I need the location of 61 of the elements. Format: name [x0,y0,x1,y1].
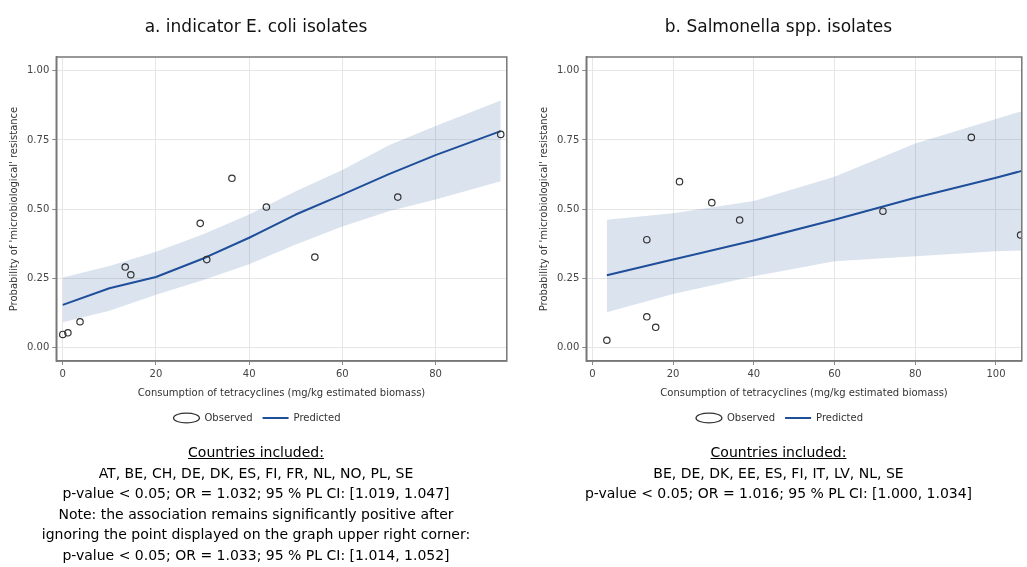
x-tick-label: 20 [149,367,163,379]
point [76,317,84,326]
point [675,177,684,186]
x-tick-label: 80 [908,367,922,379]
point [64,329,72,337]
text: p-value < 0.05; OR = 1.033; 95 % PL CI: [1.014, 1.052] [61,545,451,565]
x-tick-label: 60 [828,367,841,379]
x-axis-title: Consumption of tetracyclines (mg/kg estimated biomass) [137,386,426,398]
point [496,130,505,139]
y-tick-label: 1.00 [557,64,580,76]
point [603,336,611,345]
x-axis-title: Consumption of tetracyclines (mg/kg estimated biomass) [660,386,948,398]
y-tick-label: 0.00 [557,340,580,352]
text: Countries included: [709,443,848,462]
chart-title: b. Salmonella spp. isolates [663,16,894,36]
point [121,263,130,271]
point [651,323,660,332]
point [196,219,205,228]
x-tick-label: 40 [747,367,761,379]
text: p-value < 0.05; OR = 1.032; 95 % PL CI: [1.019, 1.047] [61,484,451,503]
point [735,216,744,224]
point [58,330,67,339]
x-tick-label: 100 [986,367,1006,379]
x-tick-label: 80 [429,367,442,379]
point [202,255,211,264]
y-tick-label: 0.25 [557,271,580,283]
point [643,235,651,244]
legend-label: Observed [204,411,253,423]
x-tick-label: 60 [335,367,349,379]
text: BE, DE, DK, EE, ES, FI, IT, LV, NL, SE [652,463,905,483]
y-tick-label: 0.75 [557,133,580,145]
text: p-value < 0.05; OR = 1.016; 95 % PL CI: [1.000, 1.034] [583,484,974,503]
x-tick-label: 40 [242,367,256,379]
y-tick-label: 0.25 [27,271,50,283]
point [643,312,651,321]
text: AT, BE, CH, DE, DK, ES, FI, FR, NL, NO, PL, SE [97,463,415,483]
point [228,174,236,183]
y-tick-label: 1.00 [27,64,50,76]
y-tick-label: 0.50 [27,202,50,214]
x-tick-label: 20 [666,367,680,379]
legend-label: Predicted [816,411,864,423]
point [311,253,319,261]
legend-label: Observed [726,411,776,423]
text: ignoring the point displayed on the graph upper right corner: [40,525,472,544]
x-tick-label: 0 [59,367,66,379]
x-tick-label: 0 [589,367,596,379]
point [127,270,135,279]
chart-title: a. indicator E. coli isolates [143,16,369,36]
text: Countries included: [187,443,325,462]
y-tick-label: 0.50 [557,202,580,214]
y-tick-label: 0.75 [27,133,50,145]
point [967,133,976,142]
text: Note: the association remains significantly positive after [57,504,455,524]
y-tick-label: 0.00 [27,340,50,352]
point [708,198,716,207]
y-axis-title: Probability of 'microbiological' resistance [537,106,549,312]
point [262,203,271,211]
point [879,207,887,216]
point [393,193,402,201]
y-axis-title: Probability of 'microbiological' resistance [7,106,19,312]
legend-label: Predicted [293,411,341,423]
